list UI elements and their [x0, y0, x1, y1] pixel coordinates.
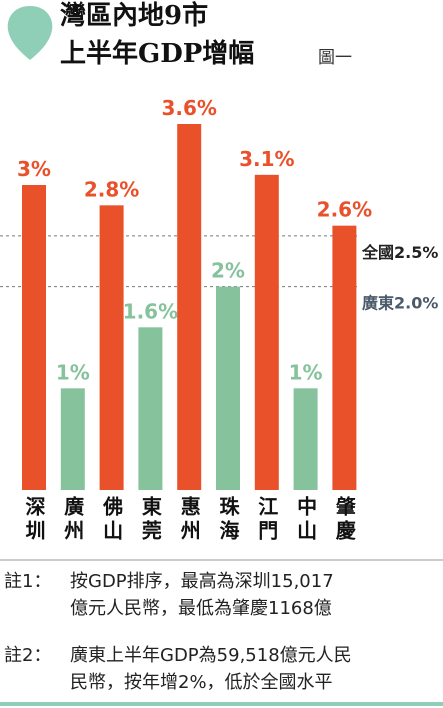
note-line: 廣東上半年GDP為59,518億元人民 — [70, 645, 352, 666]
bar — [60, 388, 85, 490]
note: 註1： 按GDP排序，最高為深圳15,017 億元人民幣，最低為肇慶1168億 — [4, 568, 334, 622]
bar — [293, 388, 318, 490]
reference-label: 全國2.5% — [361, 243, 438, 262]
category-label: 惠州 — [177, 496, 202, 544]
note-line: 億元人民幣，最低為肇慶1168億 — [70, 598, 332, 619]
category-label: 江門 — [254, 496, 279, 544]
note-label: 註2： — [4, 645, 52, 666]
chart-subtitle: 上半年GDP增幅 — [60, 38, 254, 69]
category-label: 中山 — [293, 496, 318, 544]
bar — [216, 286, 240, 490]
category-label: 深圳 — [22, 496, 46, 544]
category-label: 珠海 — [216, 496, 240, 544]
figure-label: 圖一 — [318, 48, 352, 68]
bar — [99, 205, 124, 491]
bar — [332, 225, 357, 490]
value-label: 1% — [289, 360, 323, 384]
category-label: 廣州 — [60, 496, 85, 544]
note: 註2： 廣東上半年GDP為59,518億元人民 民幣，按年增2%，低於全國水平 — [4, 642, 352, 696]
value-label: 2.8% — [84, 177, 139, 201]
value-label: 3.1% — [239, 147, 294, 171]
bar — [22, 185, 46, 490]
value-label: 3.6% — [161, 96, 216, 120]
reference-label: 廣東2.0% — [362, 294, 438, 313]
value-label: 2% — [211, 259, 245, 283]
bar — [138, 327, 163, 490]
note-line: 按GDP排序，最高為深圳15,017 — [70, 571, 334, 592]
category-label: 肇慶 — [332, 496, 357, 544]
chart-title: 灣區內地9市 — [60, 0, 208, 31]
category-label: 東莞 — [138, 496, 163, 544]
value-label: 1.6% — [123, 299, 178, 323]
category-label: 佛山 — [99, 496, 124, 544]
icon — [7, 6, 53, 60]
value-label: 2.6% — [317, 198, 372, 222]
bar — [254, 174, 279, 491]
value-label: 3% — [17, 157, 51, 181]
bar — [177, 124, 202, 490]
note-line: 民幣，按年增2%，低於全國水平 — [70, 672, 333, 693]
note-label: 註1： — [4, 571, 52, 592]
value-label: 1% — [56, 360, 90, 384]
